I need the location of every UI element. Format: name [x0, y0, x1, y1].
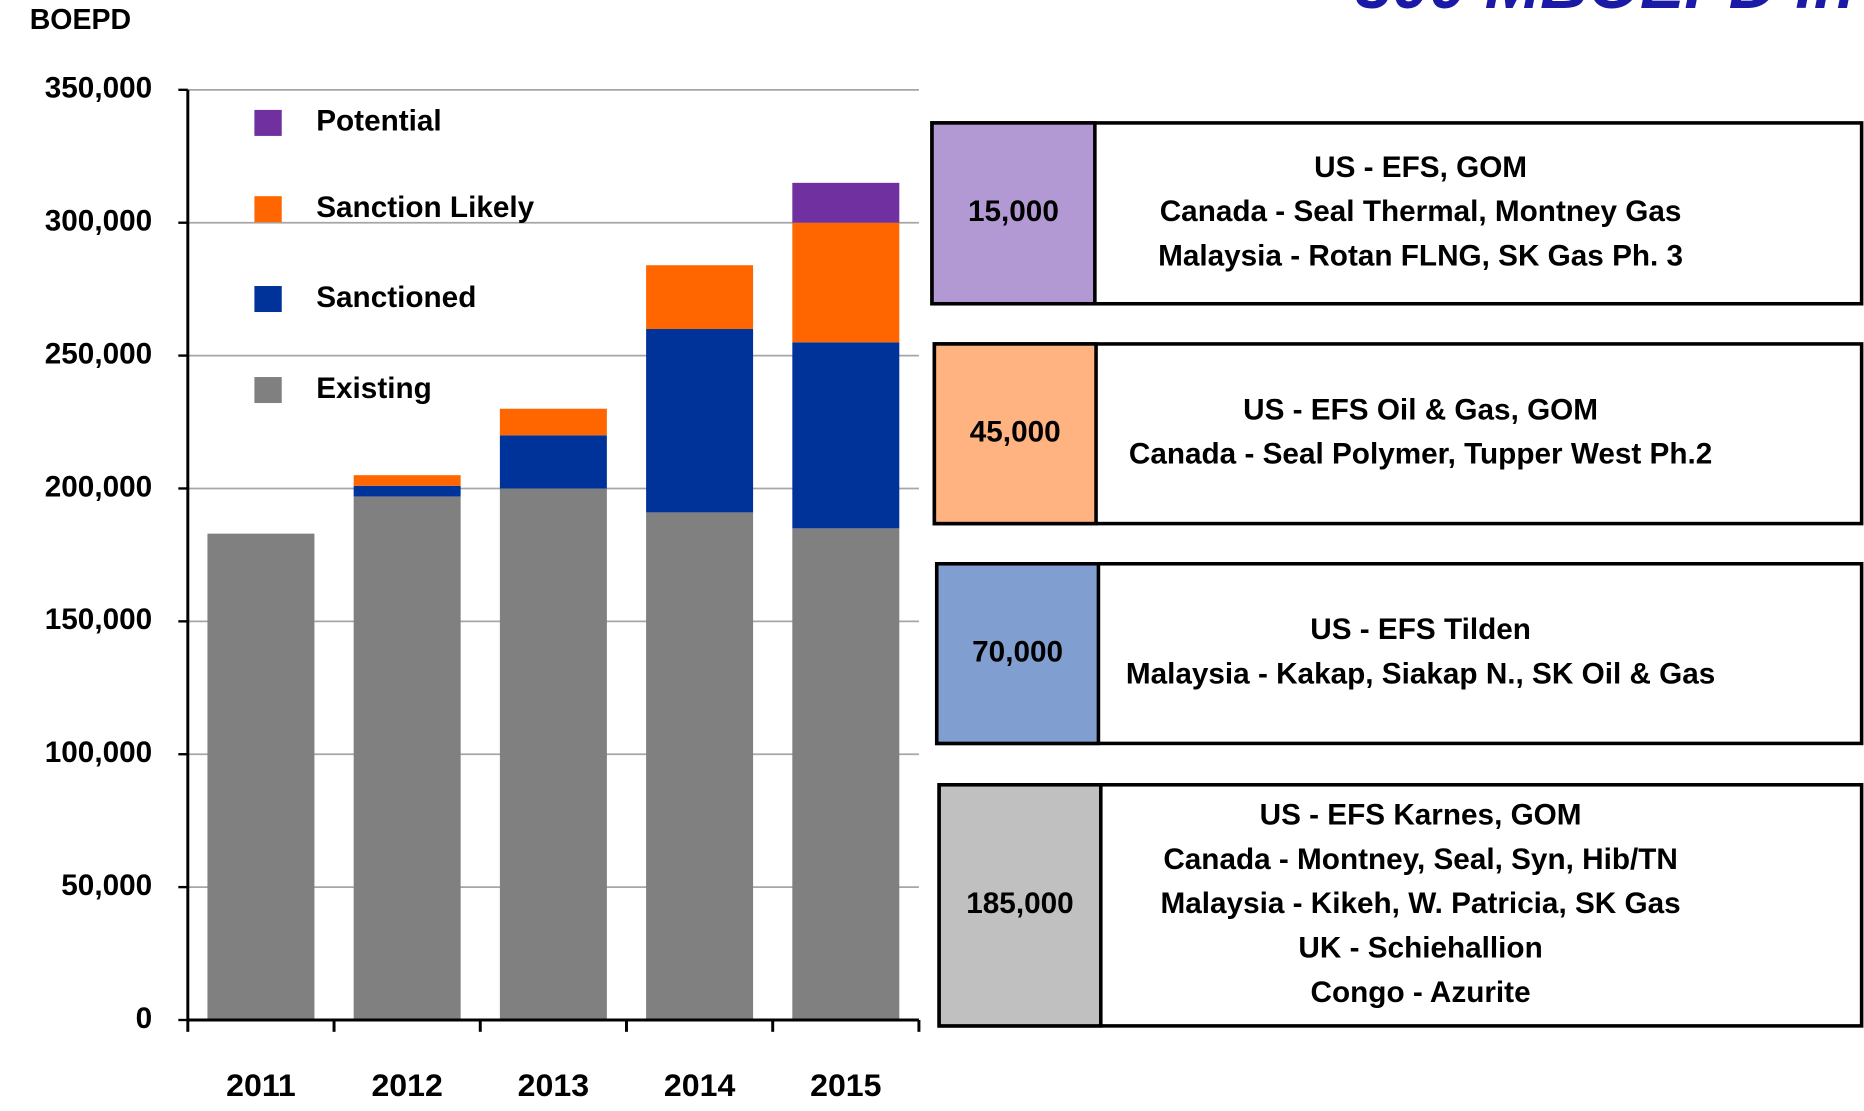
y-tick-label: 50,000: [61, 869, 152, 902]
y-tick-label: 0: [136, 1002, 153, 1035]
bar-segment: [646, 265, 754, 330]
legend-label: Sanction Likely: [316, 191, 534, 224]
legend-label: Existing: [316, 372, 432, 405]
bar-segment: [792, 182, 900, 223]
y-tick-label: 200,000: [45, 470, 152, 503]
x-tick-label: 2012: [371, 1067, 442, 1103]
bar-segment: [353, 485, 461, 497]
info-box-line: Canada - Seal Polymer, Tupper West Ph.2: [1129, 438, 1712, 471]
info-box-value: 15,000: [968, 195, 1059, 228]
bar-segment: [499, 408, 607, 436]
info-box-swatch: [937, 783, 1103, 1028]
bar-segment: [792, 342, 900, 529]
x-tick-label: 2013: [518, 1067, 589, 1103]
legend-label: Potential: [316, 105, 441, 138]
legend-swatch: [254, 377, 282, 404]
info-box-swatch: [932, 342, 1098, 526]
y-tick-label: 350,000: [45, 72, 152, 105]
bar-segment: [207, 533, 315, 1020]
info-box-value: 70,000: [972, 635, 1063, 668]
legend-label: Sanctioned: [316, 281, 476, 314]
info-box-value: 185,000: [966, 887, 1073, 920]
info-box-line: Congo - Azurite: [1311, 976, 1531, 1009]
chart-title: 300 MBOEPD in 201: [1355, 0, 1864, 23]
bar-segment: [646, 512, 754, 1020]
bar-segment: [646, 329, 754, 513]
bar-segment: [353, 496, 461, 1020]
y-tick-label: 300,000: [45, 205, 152, 238]
legend-swatch: [254, 196, 282, 223]
y-tick-label: 150,000: [45, 603, 152, 636]
info-box-line: US - EFS, GOM: [1314, 151, 1527, 184]
info-box-swatch: [930, 121, 1097, 306]
info-box-line: Malaysia - Rotan FLNG, SK Gas Ph. 3: [1158, 240, 1683, 273]
bar-segment: [499, 435, 607, 489]
x-tick-label: 2014: [664, 1067, 736, 1103]
bar-segment: [792, 222, 900, 343]
bar-segment: [499, 488, 607, 1020]
info-box-swatch: [934, 562, 1101, 746]
info-box-line: Malaysia - Kikeh, W. Patricia, SK Gas: [1161, 887, 1681, 920]
x-tick-label: 2015: [810, 1067, 881, 1103]
legend-swatch: [254, 109, 282, 136]
x-tick-label: 2011: [226, 1067, 296, 1103]
info-box-line: US - EFS Tilden: [1310, 613, 1531, 646]
info-box-line: US - EFS Karnes, GOM: [1260, 799, 1582, 832]
y-tick-label: 100,000: [45, 736, 152, 769]
info-box-line: UK - Schiehallion: [1298, 932, 1542, 965]
info-box-line: Malaysia - Kakap, Siakap N., SK Oil & Ga…: [1126, 658, 1716, 691]
info-box-line: Canada - Seal Thermal, Montney Gas: [1160, 195, 1682, 228]
info-box-line: Canada - Montney, Seal, Syn, Hib/TN: [1163, 843, 1678, 876]
bar-segment: [792, 528, 900, 1020]
y-tick-label: 250,000: [45, 337, 152, 370]
info-box-line: US - EFS Oil & Gas, GOM: [1243, 393, 1598, 426]
bar-segment: [353, 475, 461, 486]
legend-swatch: [254, 286, 282, 313]
info-box-value: 45,000: [970, 416, 1061, 449]
y-axis-label: BOEPD: [30, 4, 131, 36]
